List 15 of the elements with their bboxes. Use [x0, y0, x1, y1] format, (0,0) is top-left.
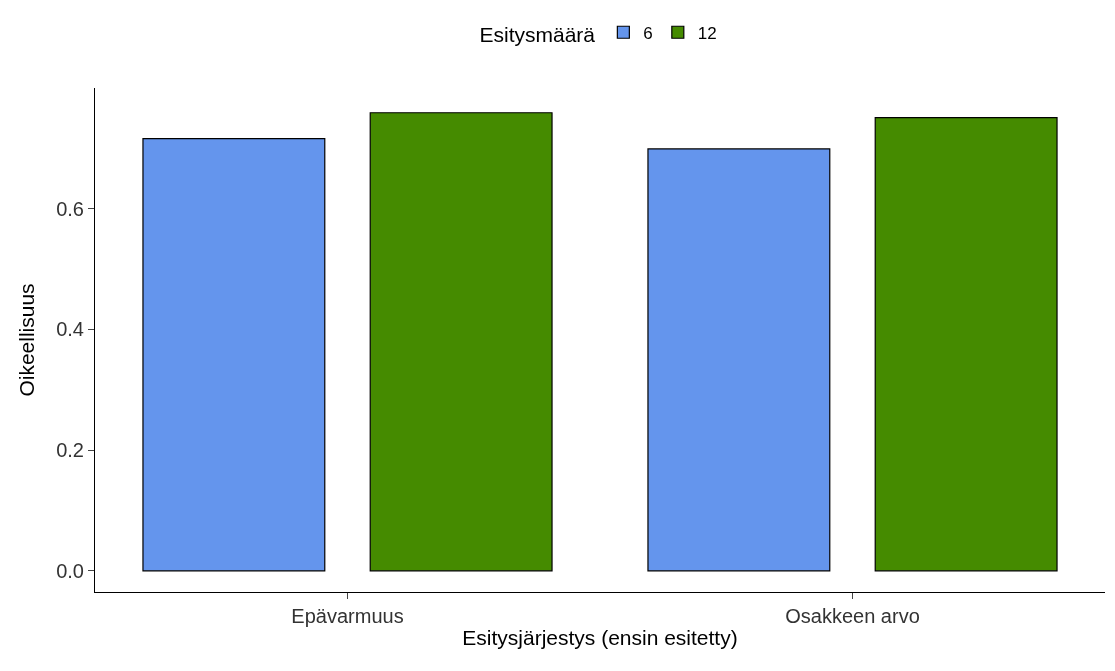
legend-title: Esitysmäärä	[479, 23, 596, 47]
x-tick-label: Osakkeen arvo	[785, 605, 920, 627]
y-tick-label: 0.2	[56, 439, 84, 462]
bar	[874, 116, 1058, 572]
x-axis-title: Esitysjärjestys (ensin esitetty)	[462, 626, 738, 650]
legend-label: 6	[643, 23, 653, 43]
y-tick-label: 0.6	[56, 197, 84, 220]
bar	[369, 112, 553, 572]
legend-label: 12	[697, 23, 717, 43]
bar	[647, 148, 831, 572]
y-axis-title: Oikeellisuus	[15, 283, 39, 397]
y-tick-label: 0.4	[56, 318, 84, 341]
x-tick-label: Epävarmuus	[291, 605, 404, 627]
y-tick-label: 0.0	[56, 559, 84, 582]
bar	[142, 138, 326, 572]
